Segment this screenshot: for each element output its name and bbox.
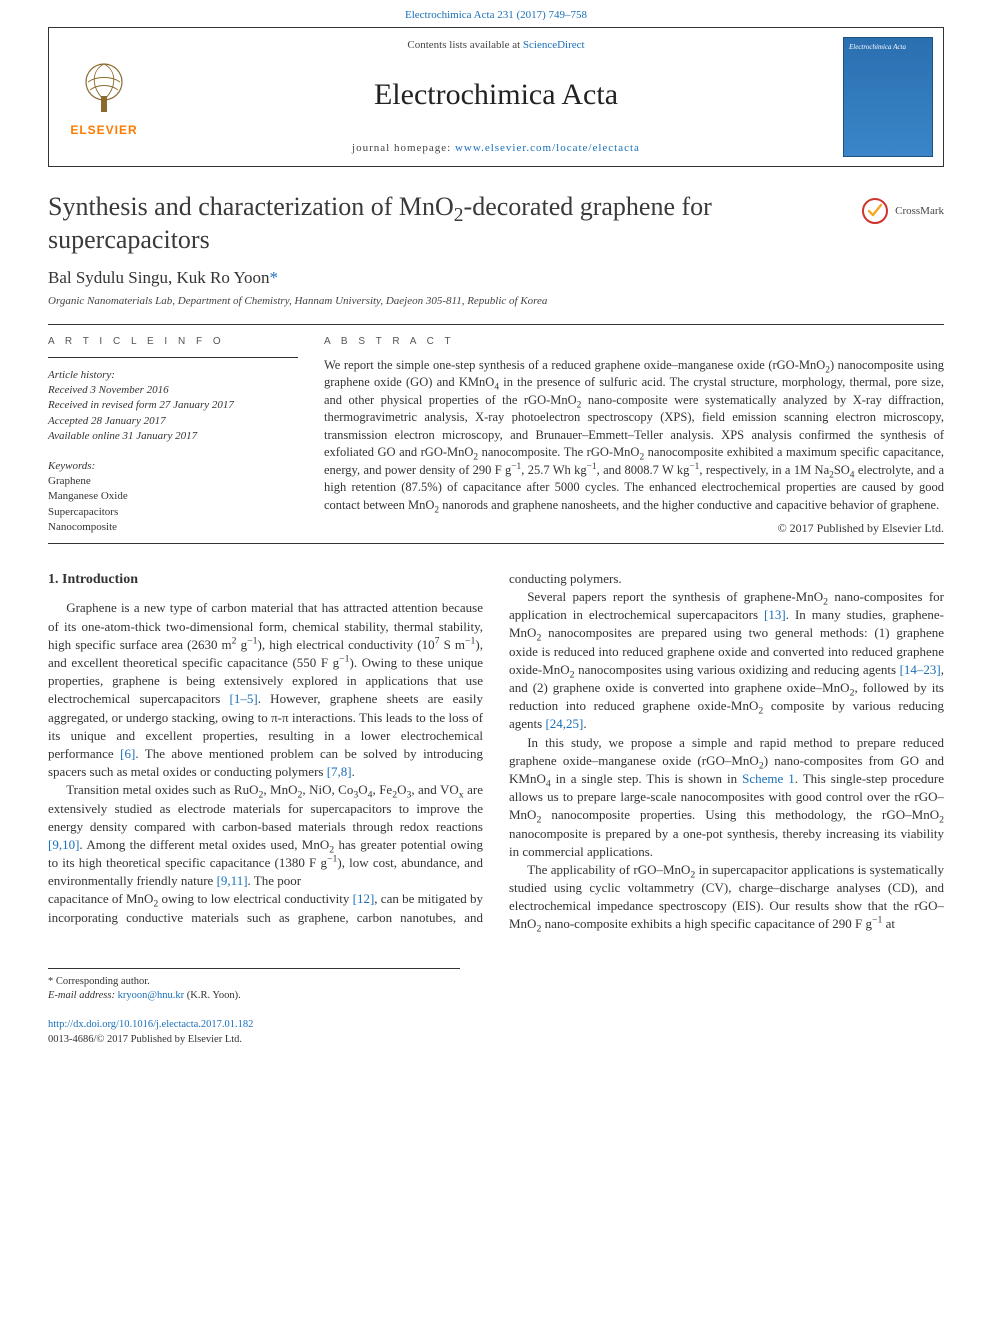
keyword: Nanocomposite <box>48 520 298 535</box>
rule-info <box>48 357 298 358</box>
email-paren: (K.R. Yoon). <box>184 990 241 1001</box>
publisher-logo: ELSEVIER <box>49 28 159 166</box>
journal-homepage: journal homepage: www.elsevier.com/locat… <box>167 141 825 156</box>
article-title: Synthesis and characterization of MnO2-d… <box>48 191 845 256</box>
publisher-name: ELSEVIER <box>70 122 137 139</box>
journal-name: Electrochimica Acta <box>167 74 825 116</box>
article-info: A R T I C L E I N F O Article history: R… <box>48 335 298 537</box>
abstract-copyright: © 2017 Published by Elsevier Ltd. <box>324 520 944 537</box>
keyword: Graphene <box>48 474 298 489</box>
email-link[interactable]: kryoon@hnu.kr <box>118 990 185 1001</box>
keyword: Manganese Oxide <box>48 489 298 504</box>
body-paragraph: In this study, we propose a simple and r… <box>509 734 944 861</box>
section-heading: 1. Introduction <box>48 570 483 590</box>
masthead: ELSEVIER Contents lists available at Sci… <box>48 27 944 167</box>
authors: Bal Sydulu Singu, Kuk Ro Yoon* <box>48 266 944 290</box>
doi-link[interactable]: http://dx.doi.org/10.1016/j.electacta.20… <box>48 1019 253 1030</box>
abstract: A B S T R A C T We report the simple one… <box>324 335 944 537</box>
article-info-heading: A R T I C L E I N F O <box>48 335 298 349</box>
body-paragraph: Several papers report the synthesis of g… <box>509 588 944 734</box>
rule-top <box>48 324 944 325</box>
history-item: Received 3 November 2016 <box>48 383 298 398</box>
article-body: 1. Introduction Graphene is a new type o… <box>48 570 944 934</box>
issn-line: 0013-4686/© 2017 Published by Elsevier L… <box>48 1033 944 1048</box>
abstract-text: We report the simple one-step synthesis … <box>324 357 944 515</box>
cover-icon <box>843 37 933 157</box>
crossmark-label: CrossMark <box>895 204 944 219</box>
corresponding-author: * Corresponding author. <box>48 975 460 990</box>
history-item: Accepted 28 January 2017 <box>48 414 298 429</box>
body-paragraph: Graphene is a new type of carbon materia… <box>48 599 483 781</box>
journal-cover <box>833 28 943 166</box>
email-label: E-mail address: <box>48 990 118 1001</box>
page-citation: Electrochimica Acta 231 (2017) 749–758 <box>0 0 992 27</box>
history-item: Available online 31 January 2017 <box>48 429 298 444</box>
history-label: Article history: <box>48 369 115 381</box>
email-line: E-mail address: kryoon@hnu.kr (K.R. Yoon… <box>48 989 460 1004</box>
affiliation: Organic Nanomaterials Lab, Department of… <box>48 294 944 309</box>
body-paragraph: The applicability of rGO–MnO2 in superca… <box>509 861 944 934</box>
article-history: Article history: Received 3 November 201… <box>48 368 298 445</box>
doi-block: http://dx.doi.org/10.1016/j.electacta.20… <box>48 1018 944 1047</box>
crossmark-badge[interactable]: CrossMark <box>861 197 944 225</box>
elsevier-tree-icon <box>74 56 134 116</box>
masthead-center: Contents lists available at ScienceDirec… <box>159 28 833 166</box>
history-item: Received in revised form 27 January 2017 <box>48 398 298 413</box>
abstract-heading: A B S T R A C T <box>324 335 944 349</box>
footnotes: * Corresponding author. E-mail address: … <box>48 968 460 1004</box>
citation-link[interactable]: Electrochimica Acta 231 (2017) 749–758 <box>405 9 587 21</box>
homepage-link[interactable]: www.elsevier.com/locate/electacta <box>455 142 640 154</box>
keywords-list: Graphene Manganese Oxide Supercapacitors… <box>48 474 298 536</box>
keywords-label: Keywords: <box>48 459 298 474</box>
rule-bottom <box>48 543 944 544</box>
homepage-label: journal homepage: <box>352 142 455 154</box>
contents-line: Contents lists available at ScienceDirec… <box>167 38 825 53</box>
contents-prefix: Contents lists available at <box>407 39 522 51</box>
keyword: Supercapacitors <box>48 505 298 520</box>
sciencedirect-link[interactable]: ScienceDirect <box>523 39 585 51</box>
body-paragraph: Transition metal oxides such as RuO2, Mn… <box>48 781 483 890</box>
crossmark-icon <box>861 197 889 225</box>
